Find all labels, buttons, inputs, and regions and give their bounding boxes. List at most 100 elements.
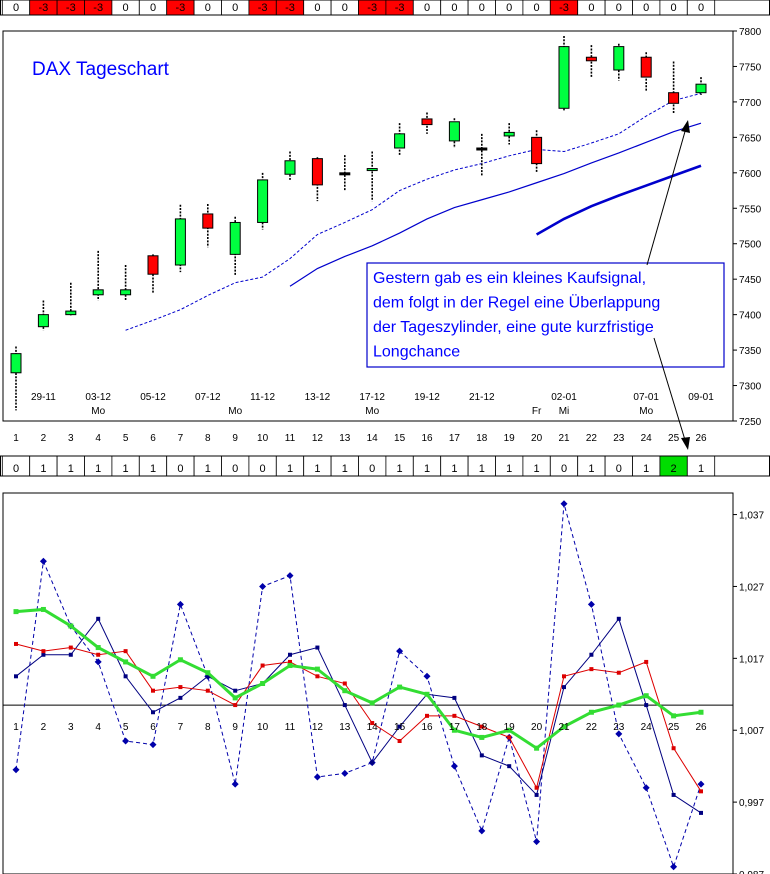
oscillator-point-red [41, 649, 46, 654]
top-strip-value: 0 [314, 2, 320, 14]
x-tick-label: 21 [558, 433, 570, 444]
candle-body [174, 218, 186, 266]
oscillator-point-red [233, 703, 238, 708]
osc-x-tick-label: 20 [531, 722, 543, 733]
oscillator-point-blue [178, 695, 183, 700]
signal-strip-value: 1 [314, 463, 320, 475]
osc-x-tick-label: 26 [695, 722, 707, 733]
y-tick-label: 7250 [739, 417, 762, 428]
oscillator-point-red [178, 685, 183, 690]
x-tick-label: 5 [123, 433, 129, 444]
x-tick-label: 25 [668, 433, 680, 444]
oscillator-point-red [260, 663, 265, 668]
top-strip-value: -3 [258, 2, 268, 14]
oscillator-point-blue [233, 688, 238, 693]
signal-strip-value: 0 [260, 463, 266, 475]
x-tick-label: 16 [421, 433, 433, 444]
top-strip-value: -3 [367, 2, 377, 14]
date-label: 13-12 [305, 392, 331, 403]
oscillator-point-blue [68, 652, 73, 657]
oscillator-point-red [562, 674, 566, 679]
candle-body [339, 172, 351, 176]
oscillator-point-green [479, 734, 485, 740]
x-tick-label: 9 [232, 433, 238, 444]
oscillator-point-blue-dashed [259, 582, 267, 590]
candle-body [202, 213, 214, 229]
oscillator-plot-frame [2, 492, 734, 874]
osc-x-tick-label: 2 [41, 722, 47, 733]
oscillator-point-green [260, 681, 266, 686]
oscillator-point-green [561, 724, 567, 730]
candle-body [229, 221, 241, 255]
y-tick-label: 7300 [739, 382, 762, 393]
oscillator-point-blue-dashed [533, 838, 541, 846]
top-strip-value: 0 [342, 2, 348, 14]
oscillator-point-red [14, 641, 18, 646]
candle-body [531, 136, 543, 165]
top-strip-value: 0 [616, 2, 622, 14]
oscillator-point-green [232, 695, 238, 701]
oscillator-point-blue [342, 703, 347, 708]
y-tick-label: 7550 [739, 204, 762, 215]
oscillator-point-blue-dashed [670, 863, 678, 871]
oscillator-point-blue-dashed [313, 773, 321, 781]
weekday-label: Mo [91, 406, 105, 417]
oscillator-point-blue-dashed [176, 600, 184, 608]
oscillator-point-green [177, 657, 183, 663]
osc-x-tick-label: 16 [421, 722, 433, 733]
oscillator-point-blue-dashed [478, 827, 486, 835]
oscillator-point-red [699, 789, 703, 794]
candlestick-panel: DAX Tageschart 7250730073507400745075007… [2, 27, 762, 450]
oscillator-point-blue [205, 674, 210, 679]
oscillator-point-green [13, 609, 19, 615]
signal-strip-value: 1 [506, 463, 512, 475]
oscillator-point-blue [315, 645, 320, 650]
arrow-head-down [681, 437, 690, 450]
oscillator-point-blue [479, 753, 484, 758]
oscillator-point-green [205, 670, 211, 676]
signal-strip-value: 1 [451, 463, 457, 475]
moving-average-dashed [125, 92, 702, 331]
top-strip-value: -3 [39, 2, 49, 14]
oscillator-point-red [370, 721, 375, 726]
osc-x-tick-label: 9 [232, 722, 238, 733]
osc-y-tick-label: 0,987 [739, 870, 764, 874]
oscillator-point-blue [123, 674, 128, 679]
oscillator-point-red [288, 659, 292, 664]
x-tick-label: 1 [13, 433, 19, 444]
oscillator-point-green [95, 645, 101, 651]
osc-x-tick-label: 18 [476, 722, 488, 733]
oscillator-point-blue [507, 764, 512, 769]
top-strip-value: 0 [232, 2, 238, 14]
date-label: 17-12 [359, 392, 385, 403]
arrow-line-up [646, 127, 687, 266]
candle-body [65, 310, 77, 316]
top-strip-value: -3 [93, 2, 103, 14]
osc-x-tick-label: 21 [558, 722, 570, 733]
oscillator-y-axis: 0,987 0,997 1,007 1,017 1,027 1,037 [733, 511, 764, 874]
y-tick-label: 7800 [739, 27, 762, 38]
oscillator-point-red [315, 674, 320, 679]
x-tick-label: 18 [476, 433, 488, 444]
date-label: 29-11 [31, 392, 56, 403]
candle-body [394, 133, 406, 149]
oscillator-point-red [671, 746, 676, 751]
date-label: 07-12 [195, 392, 221, 403]
oscillator-line-blue [15, 617, 702, 814]
x-tick-label: 6 [150, 433, 156, 444]
oscillator-point-blue-dashed [587, 600, 595, 608]
oscillator-point-blue-dashed [560, 500, 568, 508]
signal-strip-value: 1 [397, 463, 403, 475]
weekday-label: Mi [559, 406, 570, 417]
date-label: 11-12 [250, 392, 275, 403]
weekday-label: Mo [639, 406, 653, 417]
oscillator-point-red [589, 667, 594, 672]
candle-body [695, 83, 707, 94]
osc-x-tick-label: 25 [668, 722, 680, 733]
top-strip-value: 0 [698, 2, 704, 14]
signal-strip-value: 1 [287, 463, 293, 475]
signal-strip-value: 1 [643, 463, 649, 475]
oscillator-point-blue [562, 685, 566, 690]
oscillator-point-red [68, 645, 73, 650]
